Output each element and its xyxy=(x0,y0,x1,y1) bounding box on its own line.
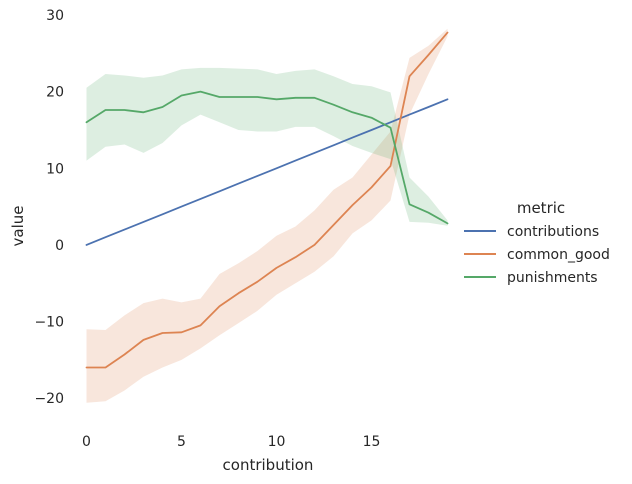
ci-band-punishments xyxy=(86,67,448,226)
x-axis-label: contribution xyxy=(223,456,314,474)
y-tick-label: −10 xyxy=(34,315,64,331)
legend-label-punishments: punishments xyxy=(507,270,598,286)
x-axis-ticks: 0 5 10 15 xyxy=(82,434,380,450)
series-line-contributions xyxy=(85,98,449,246)
series-line-punishments xyxy=(85,90,449,225)
confidence-bands xyxy=(86,28,448,403)
y-axis-ticks: −20 −10 0 10 20 30 xyxy=(34,8,64,407)
x-tick-label: 0 xyxy=(82,434,91,450)
x-tick-label: 5 xyxy=(177,434,186,450)
y-tick-label: 0 xyxy=(55,238,64,254)
legend-label-common_good: common_good xyxy=(507,247,610,263)
y-tick-label: 20 xyxy=(46,85,64,101)
legend: metric contributions common_good punishmen… xyxy=(464,199,610,286)
x-tick-label: 15 xyxy=(363,434,381,450)
y-axis-label: value xyxy=(9,206,27,247)
legend-title: metric xyxy=(517,199,565,217)
ci-band-common_good xyxy=(86,28,448,403)
x-tick-label: 10 xyxy=(268,434,286,450)
legend-label-contributions: contributions xyxy=(507,224,599,240)
y-tick-label: 10 xyxy=(46,161,64,177)
series-lines xyxy=(85,31,449,369)
y-tick-label: 30 xyxy=(46,8,64,24)
series-line-common_good xyxy=(85,31,449,369)
y-tick-label: −20 xyxy=(34,391,64,407)
